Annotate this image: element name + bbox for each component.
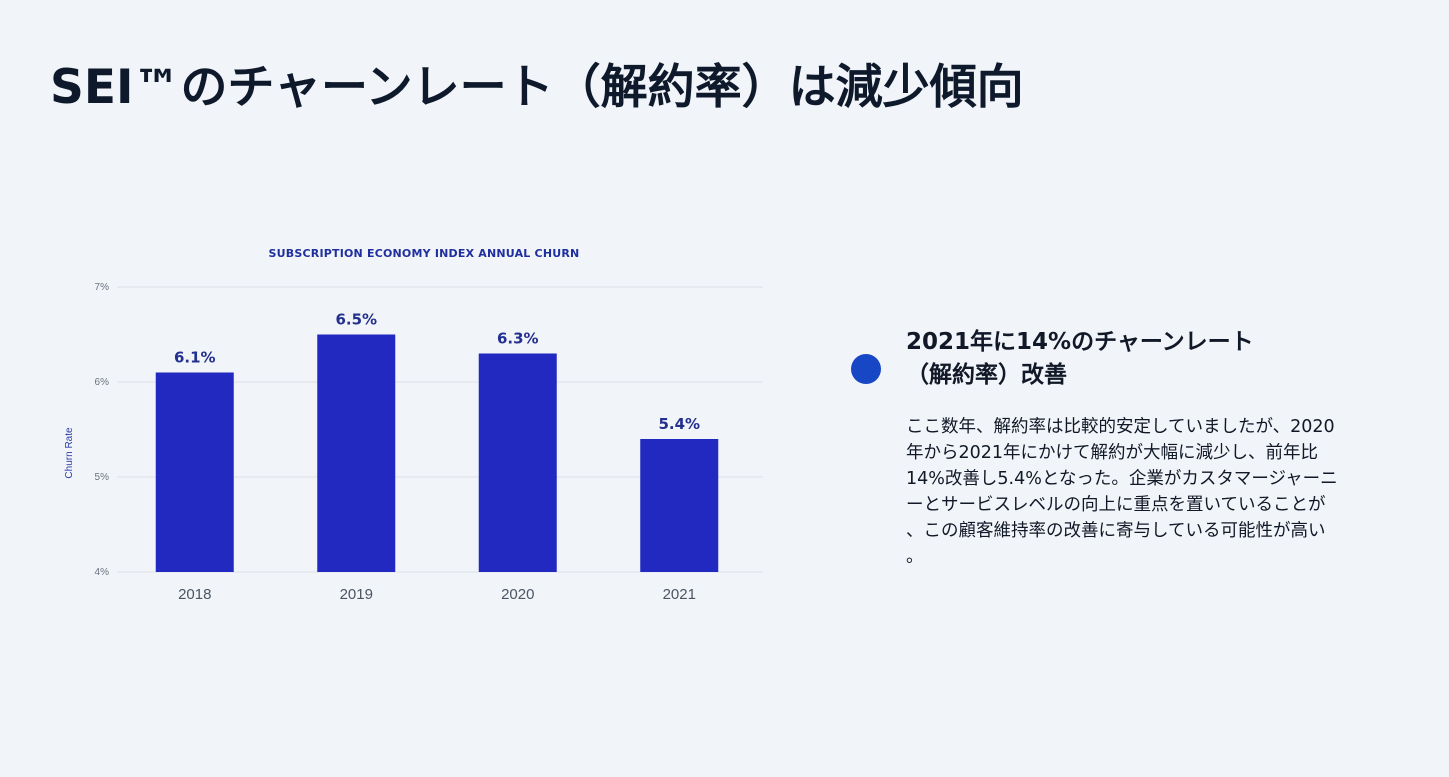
chart-title: SUBSCRIPTION ECONOMY INDEX ANNUAL CHURN [269, 247, 580, 260]
x-tick-label: 2018 [178, 586, 211, 603]
x-tick-label: 2019 [340, 586, 373, 603]
bar [478, 353, 557, 572]
body-line-5: 、この顧客維持率の改善に寄与している可能性が高い [906, 521, 1326, 541]
y-tick-label: 4% [95, 567, 110, 578]
y-tick-label: 5% [95, 472, 110, 483]
page-title: SEI™のチャーンレート（解約率）は減少傾向 [50, 60, 1024, 115]
side-heading-line-2: （解約率）改善 [906, 362, 1067, 388]
y-axis-label: Churn Rate [64, 427, 75, 479]
churn-chart-svg: SUBSCRIPTION ECONOMY INDEX ANNUAL CHURN … [64, 247, 763, 603]
bullet-dot [851, 354, 881, 384]
x-tick-label: 2021 [663, 586, 696, 603]
body-line-2: 年から2021年にかけて解約が大幅に減少し、前年比 [906, 443, 1319, 463]
side-body-text: ここ数年、解約率は比較的安定していましたが、2020 年から2021年にかけて解… [906, 414, 1411, 570]
y-tick-label: 7% [95, 282, 110, 293]
data-label: 5.4% [658, 415, 700, 433]
churn-chart: SUBSCRIPTION ECONOMY INDEX ANNUAL CHURN … [55, 235, 785, 615]
bar [155, 372, 234, 572]
side-heading: 2021年に14%のチャーンレート （解約率）改善 [906, 326, 1326, 392]
bars: 6.1% 2018 6.5% 2019 6.3% 2020 5.4% 2021 [155, 311, 719, 603]
x-tick-label: 2020 [501, 586, 534, 603]
body-line-4: ーとサービスレベルの向上に重点を置いていることが [906, 495, 1326, 515]
data-label: 6.1% [174, 349, 216, 367]
data-label: 6.3% [497, 330, 539, 348]
y-tick-label: 6% [95, 377, 110, 388]
body-line-6: 。 [906, 547, 924, 567]
body-line-1: ここ数年、解約率は比較的安定していましたが、2020 [906, 417, 1335, 437]
body-line-3: 14%改善し5.4%となった。企業がカスタマージャーニ [906, 469, 1338, 489]
bar [640, 439, 719, 572]
side-heading-line-1: 2021年に14%のチャーンレート [906, 329, 1254, 355]
bar [317, 334, 396, 572]
data-label: 6.5% [335, 311, 377, 329]
